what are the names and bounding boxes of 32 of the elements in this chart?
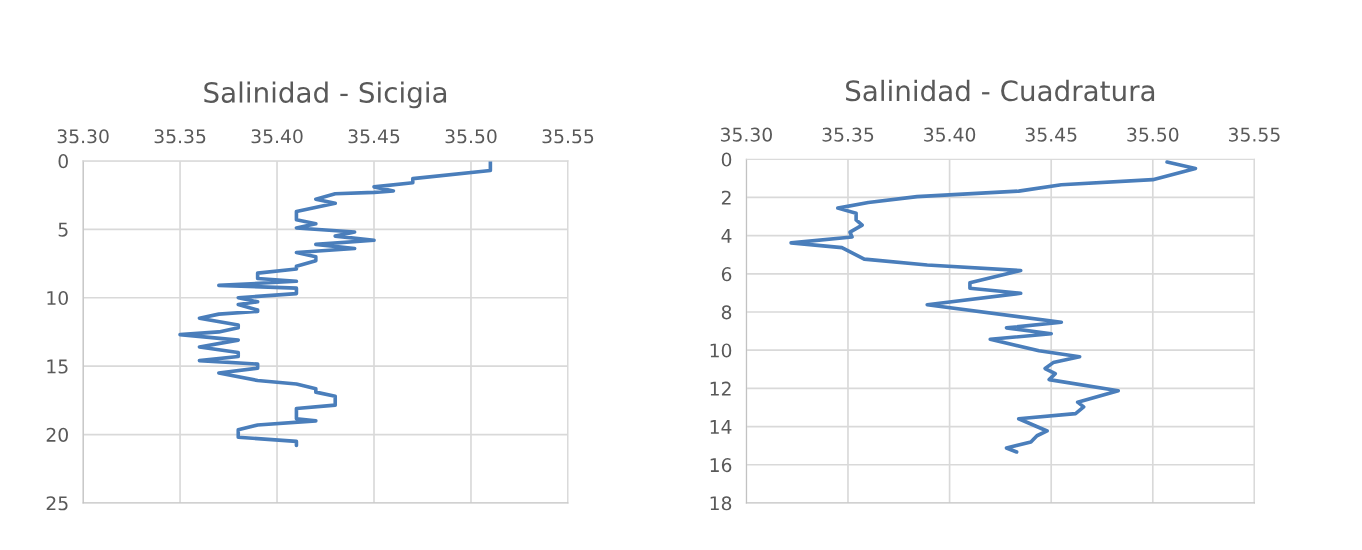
x-tick-label: 35.55 xyxy=(1228,127,1280,142)
y-tick-label: 10 xyxy=(710,343,732,358)
x-tick-label: 35.30 xyxy=(720,127,772,142)
y-tick-label: 15 xyxy=(47,359,68,374)
chart-title: Salinidad - Sicigia xyxy=(204,81,447,109)
x-tick-label: 35.45 xyxy=(348,129,400,144)
line-series xyxy=(178,160,493,448)
y-tick-label: 8 xyxy=(721,305,732,320)
x-tick-label: 35.45 xyxy=(1025,127,1077,142)
y-tick-label: 12 xyxy=(710,381,731,396)
line-series xyxy=(789,160,1198,454)
x-tick-label: 35.30 xyxy=(57,129,109,144)
y-tick-label: 0 xyxy=(721,152,732,167)
y-tick-label: 10 xyxy=(47,290,68,306)
x-tick-label: 35.35 xyxy=(154,129,206,144)
y-tick-label: 14 xyxy=(710,420,732,434)
y-tick-label: 18 xyxy=(710,496,732,511)
y-tick-label: 0 xyxy=(58,154,68,169)
y-tick-label: 4 xyxy=(721,229,732,243)
y-tick-label: 5 xyxy=(58,222,68,237)
x-tick-label: 35.55 xyxy=(542,129,594,144)
chart-title: Salinidad - Cuadratura xyxy=(846,79,1155,102)
x-tick-label: 35.40 xyxy=(251,129,303,144)
y-tick-label: 25 xyxy=(46,496,68,511)
y-tick-label: 20 xyxy=(46,427,68,442)
x-tick-label: 35.40 xyxy=(924,127,976,142)
x-tick-label: 35.35 xyxy=(822,127,874,142)
x-tick-label: 35.50 xyxy=(445,129,497,144)
x-tick-label: 35.50 xyxy=(1127,127,1179,142)
y-tick-label: 2 xyxy=(721,190,731,205)
y-tick-label: 16 xyxy=(710,457,732,473)
y-tick-label: 6 xyxy=(721,267,732,282)
